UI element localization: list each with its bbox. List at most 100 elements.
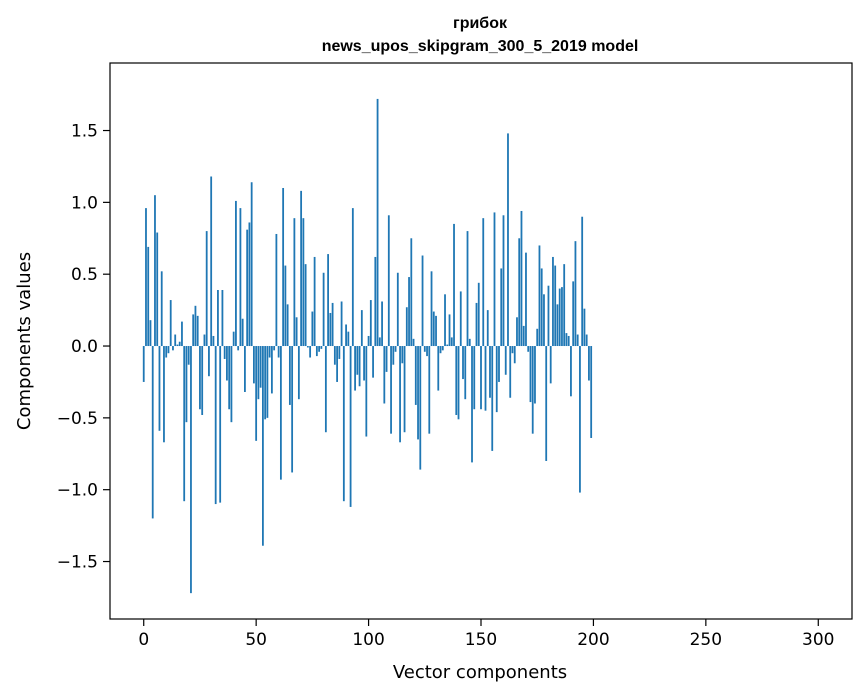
- bar: [367, 335, 370, 347]
- x-axis-label: Vector components: [393, 662, 567, 683]
- bar: [527, 346, 530, 352]
- bar: [262, 346, 264, 546]
- bar: [428, 346, 431, 434]
- bar: [351, 208, 354, 347]
- bar: [178, 341, 181, 347]
- bar: [288, 346, 291, 405]
- bar: [253, 346, 255, 384]
- bar: [549, 346, 552, 384]
- bar: [273, 346, 276, 351]
- bar: [235, 200, 237, 347]
- bar: [295, 317, 298, 347]
- bar: [504, 346, 507, 375]
- bar: [385, 346, 388, 372]
- bar: [221, 290, 224, 347]
- bar: [471, 346, 473, 463]
- bar: [246, 229, 249, 347]
- bar: [383, 346, 386, 404]
- bar: [500, 268, 503, 347]
- bar: [547, 285, 550, 347]
- bar: [408, 277, 410, 347]
- bar: [199, 346, 201, 410]
- bar: [446, 344, 449, 347]
- bar: [396, 272, 399, 347]
- bar: [522, 325, 525, 347]
- bar: [190, 346, 192, 594]
- bar: [329, 312, 332, 347]
- chart-title: грибок: [453, 15, 508, 32]
- bar: [250, 182, 253, 347]
- bar: [583, 308, 586, 347]
- bar: [545, 346, 548, 461]
- x-tick-label: 250: [690, 630, 722, 650]
- bar: [401, 346, 404, 364]
- bar: [279, 346, 282, 480]
- bar: [158, 346, 161, 431]
- bar: [444, 294, 446, 347]
- bar: [181, 321, 183, 347]
- bar: [439, 346, 442, 354]
- bar: [237, 346, 240, 351]
- bar: [232, 331, 235, 347]
- bar: [163, 346, 165, 443]
- bar: [342, 346, 345, 502]
- x-tick-label: 200: [577, 630, 609, 650]
- bar: [495, 346, 498, 413]
- x-tick-label: 150: [465, 630, 497, 650]
- bar: [363, 346, 365, 381]
- bar: [513, 346, 516, 364]
- bar: [293, 218, 296, 347]
- y-tick-label: −1.0: [57, 481, 98, 501]
- y-tick-label: 1.5: [71, 122, 98, 142]
- y-tick-label: 0.0: [71, 337, 98, 357]
- bar: [174, 334, 177, 347]
- bar: [455, 346, 458, 415]
- bar: [149, 320, 152, 347]
- bar: [156, 232, 159, 347]
- bar: [282, 187, 285, 347]
- bar: [201, 346, 204, 415]
- bar: [399, 346, 401, 443]
- bar: [563, 264, 566, 347]
- bar: [183, 346, 186, 502]
- bar: [581, 216, 584, 347]
- bar: [255, 346, 258, 441]
- bar: [410, 238, 413, 347]
- bar: [430, 271, 433, 347]
- bar: [374, 256, 377, 347]
- bar: [462, 346, 464, 380]
- bar: [477, 282, 480, 347]
- bar: [482, 218, 485, 347]
- bar: [338, 346, 341, 359]
- bar: [565, 333, 568, 347]
- bar: [244, 346, 246, 392]
- bar: [306, 346, 309, 348]
- bar: [531, 346, 534, 434]
- bar: [160, 271, 163, 347]
- bar: [441, 346, 444, 351]
- chart-subtitle: news_upos_skipgram_300_5_2019 model: [322, 38, 639, 55]
- bar: [327, 254, 329, 347]
- x-axis: 0 50 100 150 200 250 300: [138, 619, 834, 650]
- bar: [365, 346, 368, 437]
- bar: [266, 346, 269, 418]
- bar: [567, 335, 570, 347]
- bar: [473, 346, 476, 410]
- bar: [543, 294, 545, 347]
- bar: [185, 346, 188, 423]
- bar: [561, 287, 563, 347]
- bar: [192, 314, 195, 347]
- bar: [320, 346, 323, 349]
- bar: [588, 346, 590, 381]
- bar: [333, 346, 336, 365]
- y-tick-label: −0.5: [57, 409, 98, 429]
- bars-group: [142, 98, 593, 594]
- bar: [507, 133, 509, 347]
- bar: [356, 346, 359, 375]
- bar: [423, 346, 426, 352]
- bar: [493, 212, 496, 347]
- bar: [511, 346, 514, 354]
- bar: [448, 314, 451, 347]
- bar: [525, 252, 527, 347]
